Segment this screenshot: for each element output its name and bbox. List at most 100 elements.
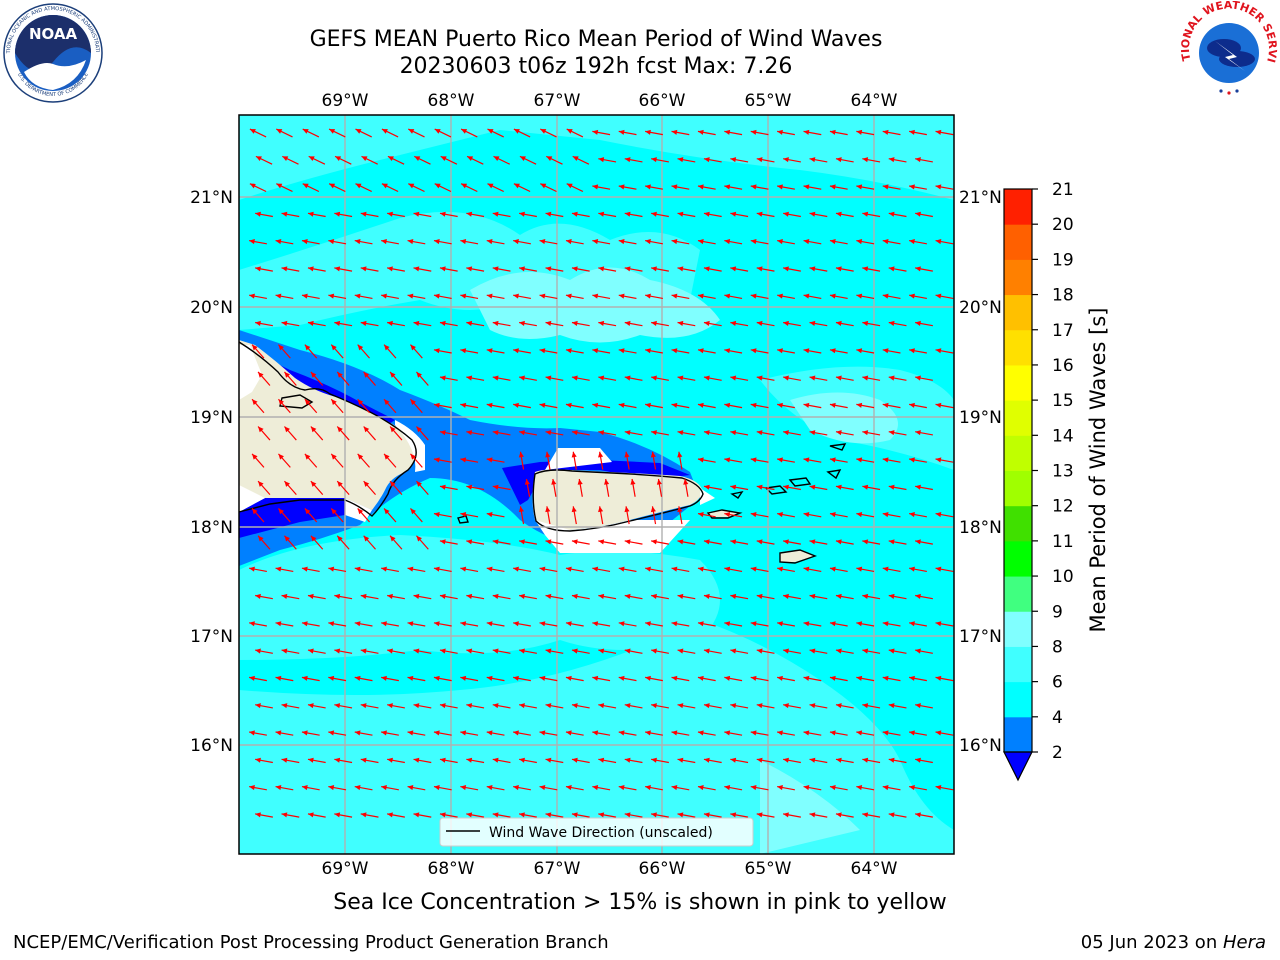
wave-arrow <box>935 785 954 791</box>
wave-arrow <box>730 757 749 764</box>
wave-arrow <box>829 621 848 627</box>
wave-arrow <box>301 621 320 627</box>
wave-arrow <box>882 239 901 245</box>
wave-arrow <box>466 320 485 327</box>
wave-arrow <box>724 239 743 245</box>
wave-arrow <box>888 484 907 491</box>
wave-arrow <box>310 535 324 550</box>
wave-arrow <box>466 539 485 545</box>
wave-arrow <box>565 348 584 354</box>
wave-arrow <box>460 785 479 791</box>
wave-arrow <box>257 480 271 496</box>
wave-arrow <box>809 703 828 709</box>
wave-arrow <box>598 757 617 764</box>
wave-arrow <box>618 184 637 190</box>
wave-arrow <box>777 184 795 190</box>
wave-arrow <box>862 703 881 709</box>
wave-arrow <box>829 785 848 791</box>
wave-arrow <box>651 430 669 436</box>
wave-arrow <box>783 430 801 436</box>
wave-arrow <box>334 266 353 272</box>
wave-arrow <box>410 344 423 359</box>
colorbar-tick-label: 11 <box>1052 532 1074 552</box>
wave-arrow <box>882 348 901 354</box>
wave-arrow <box>383 508 397 523</box>
wave-arrow <box>697 512 716 518</box>
wave-arrow <box>618 129 637 136</box>
wave-arrow <box>777 621 795 627</box>
wave-arrow <box>281 812 300 818</box>
wave-arrow <box>275 239 294 245</box>
wave-arrow <box>387 320 405 327</box>
wave-arrow <box>650 506 657 525</box>
wave-arrow <box>935 184 954 190</box>
wave-arrow <box>835 375 854 381</box>
wave-arrow <box>888 539 907 545</box>
colorbar-tick-label: 8 <box>1052 637 1063 657</box>
wave-arrow <box>730 430 749 436</box>
wave-arrow <box>545 648 564 654</box>
wave-arrow <box>697 730 716 736</box>
wave-arrow <box>915 320 933 327</box>
nws-logo: NATIONAL WEATHER SERVICE <box>1179 1 1279 99</box>
wave-arrow <box>915 648 933 654</box>
wave-arrow <box>304 398 318 414</box>
wave-arrow <box>888 593 907 600</box>
wave-arrow <box>434 183 452 193</box>
wave-arrow <box>803 785 822 791</box>
wave-arrow <box>354 621 373 627</box>
wave-arrow <box>249 675 267 682</box>
wave-arrow <box>433 566 452 573</box>
wave-arrow <box>519 155 537 165</box>
latitude-labels-right: 21°N 20°N 19°N 18°N 17°N 16°N <box>959 188 1002 756</box>
wave-arrow <box>492 266 511 272</box>
wave-arrow <box>862 812 881 818</box>
wave-arrow <box>915 430 933 436</box>
wave-arrow <box>281 593 300 600</box>
wave-arrow <box>328 293 347 300</box>
wave-arrow <box>888 648 907 654</box>
chart-subtitle: 20230603 t06z 192h fcst Max: 7.26 <box>399 54 793 79</box>
wave-arrow <box>703 703 722 709</box>
wave-arrow <box>856 785 875 791</box>
wave-arrow <box>604 478 610 497</box>
wave-arrow <box>783 375 801 381</box>
wave-arrow <box>284 426 297 441</box>
lon-label-top: 67°W <box>534 91 581 111</box>
wave-arrow <box>281 648 300 654</box>
footer-credit: NCEP/EMC/Verification Post Processing Pr… <box>13 932 609 953</box>
wave-arrow <box>249 730 267 736</box>
wave-arrow <box>433 730 452 736</box>
wave-arrow <box>466 484 485 491</box>
wave-arrow <box>592 785 611 791</box>
wave-arrow <box>493 155 510 165</box>
noaa-logo: NATIONAL OCEANIC AND ATMOSPHERIC ADMINIS… <box>2 2 103 103</box>
wave-arrow <box>275 730 294 736</box>
lon-label-top: 68°W <box>428 91 475 111</box>
wave-arrow <box>513 566 531 573</box>
wave-arrow <box>466 757 485 764</box>
wave-arrow <box>724 675 743 682</box>
wave-arrow <box>565 730 584 736</box>
wave-arrow <box>334 648 353 654</box>
colorbar-tick-label: 4 <box>1052 708 1063 728</box>
wave-arrow <box>624 506 630 525</box>
wave-arrow <box>756 430 775 436</box>
wave-arrow <box>571 648 590 654</box>
wave-arrow <box>677 266 696 272</box>
colorbar-segment <box>1004 224 1032 260</box>
wave-arrow <box>909 566 927 573</box>
colorbar-segment <box>1004 189 1032 225</box>
wave-arrow <box>624 375 643 381</box>
wave-arrow <box>888 320 907 327</box>
wave-arrow <box>862 430 881 436</box>
wave-arrow <box>255 703 273 709</box>
wave-arrow <box>413 812 432 818</box>
wave-arrow <box>354 785 373 791</box>
wave-arrow <box>645 621 663 627</box>
wave-arrow <box>750 239 769 245</box>
wave-arrow <box>645 730 663 736</box>
wave-arrow <box>281 320 300 327</box>
wave-arrow <box>551 478 557 497</box>
colorbar-segment <box>1004 400 1032 436</box>
